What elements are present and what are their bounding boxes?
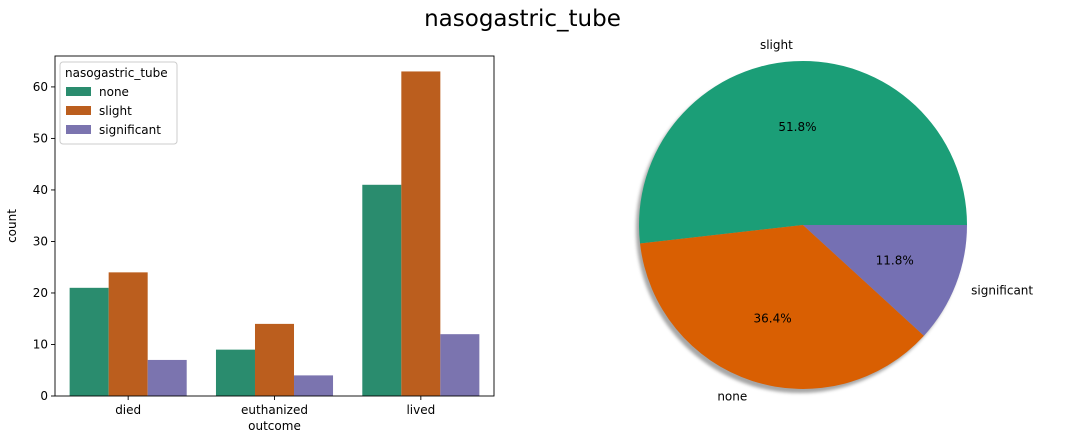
bar-slight-died: [108, 272, 148, 396]
legend-entry-significant: significant: [99, 123, 161, 137]
pie-value-label: 51.8%: [778, 120, 816, 134]
legend-swatch-none: [66, 87, 91, 96]
pie-slice-none: [640, 225, 924, 389]
x-tick-label: died: [115, 403, 141, 417]
bar-significant-euthanized: [294, 375, 334, 396]
pie-category-label: none: [717, 390, 747, 404]
y-axis-label: count: [5, 209, 19, 243]
y-tick-label: 20: [33, 286, 48, 300]
legend-entry-slight: slight: [99, 104, 132, 118]
y-tick-label: 40: [33, 183, 48, 197]
bar-slight-euthanized: [254, 323, 295, 396]
legend-box: [59, 61, 178, 145]
y-tick-label: 10: [33, 337, 48, 351]
pie-slice-significant: [803, 225, 967, 336]
y-tick-label: 30: [33, 234, 48, 248]
bar-significant-lived: [440, 334, 480, 396]
bar-significant-died: [147, 359, 187, 396]
bar-none-died: [69, 287, 109, 396]
bar-none-lived: [362, 184, 402, 396]
x-tick-label: euthanized: [241, 403, 308, 417]
pie-value-label: 36.4%: [754, 312, 792, 326]
x-tick-label: lived: [406, 403, 435, 417]
x-axis-label: outcome: [248, 419, 301, 433]
pie-category-label: significant: [971, 283, 1033, 297]
figure-title: nasogastric_tube: [424, 6, 621, 32]
bar-slight-lived: [401, 71, 441, 396]
legend-entry-none: none: [99, 85, 129, 99]
pie-value-label: 11.8%: [876, 254, 914, 268]
y-tick-label: 60: [33, 80, 48, 94]
y-tick-label: 50: [33, 131, 48, 145]
legend-title: nasogastric_tube: [65, 66, 168, 80]
bar-chart: 0 10 20 30 40 50 60 died euthanized lived outcome c…: [5, 55, 495, 433]
legend-swatch-slight: [66, 106, 91, 115]
bar-none-euthanized: [215, 349, 255, 396]
y-tick-label: 0: [40, 389, 48, 403]
legend-swatch-significant: [66, 125, 91, 134]
pie-chart: 51.8% slight 36.4% none 11.8% significant: [636, 38, 1033, 404]
pie-slice-slight: [638, 60, 967, 244]
pie-category-label: slight: [760, 38, 793, 52]
